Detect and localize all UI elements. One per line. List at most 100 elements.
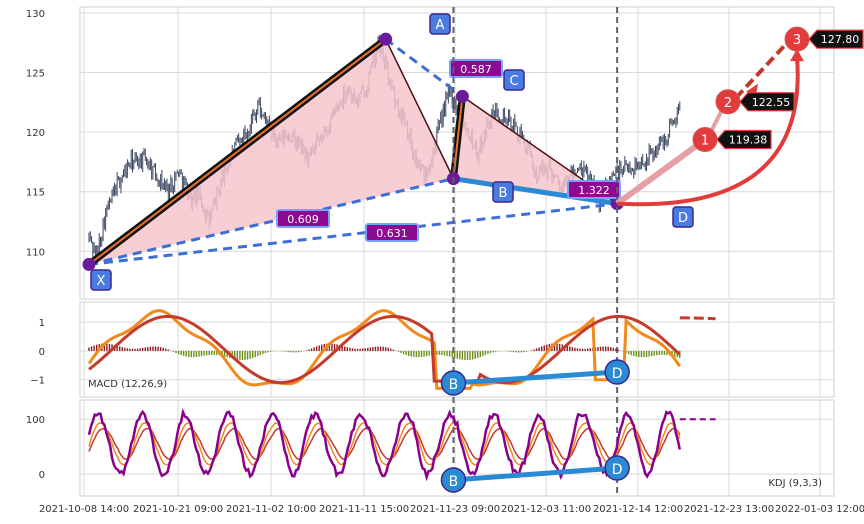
macd-hist-bar: [316, 346, 317, 351]
macd-hist-bar: [631, 351, 632, 355]
macd-hist-bar: [457, 351, 458, 359]
macd-hist-bar: [372, 347, 373, 351]
ratio-label: 0.587: [460, 63, 492, 76]
ratio-label: 0.631: [376, 227, 408, 240]
macd-hist-bar: [318, 345, 319, 351]
macd-hist-bar: [485, 351, 486, 355]
macd-hist-bar: [354, 349, 355, 351]
macd-hist-bar: [139, 348, 140, 351]
target-number: 2: [724, 96, 732, 111]
macd-hist-bar: [347, 347, 348, 351]
macd-hist-bar: [628, 351, 629, 354]
macd-hist-bar: [380, 347, 381, 351]
macd-hist-bar: [482, 351, 483, 356]
divergence-marker-label: D: [612, 366, 623, 382]
macd-hist-bar: [492, 351, 493, 352]
macd-hist-bar: [390, 349, 391, 351]
macd-hist-bar: [311, 348, 312, 350]
macd-hist-bar: [416, 351, 417, 357]
macd-hist-bar: [531, 350, 532, 351]
macd-hist-bar: [446, 351, 447, 356]
point-x-dot: [83, 258, 96, 271]
macd-hist-bar: [469, 351, 470, 360]
macd-hist-bar: [313, 347, 314, 351]
macd-hist-bar: [365, 348, 366, 351]
macd-hist-bar: [641, 351, 642, 357]
x-tick-label: 2021-10-08 14:00: [39, 504, 129, 515]
macd-hist-bar: [444, 351, 445, 355]
macd-hist-bar: [119, 346, 120, 351]
point-marker-label: X: [97, 274, 106, 289]
macd-hist-bar: [257, 351, 258, 356]
macd-hist-bar: [574, 348, 575, 351]
macd-hist-bar: [122, 347, 123, 351]
macd-hist-bar: [472, 351, 473, 360]
macd-hist-bar: [421, 351, 422, 357]
macd-hist-bar: [393, 350, 394, 351]
macd-hist-bar: [582, 349, 583, 351]
macd-hist-bar: [252, 351, 253, 358]
ratio-label: 0.609: [287, 213, 319, 226]
macd-hist-bar: [160, 347, 161, 351]
macd-hist-bar: [265, 351, 266, 353]
price-ytick-label: 125: [26, 69, 45, 80]
macd-ytick-label: −1: [30, 376, 45, 387]
macd-label: MACD (12,26,9): [88, 379, 167, 390]
price-ytick-label: 130: [26, 9, 45, 20]
macd-hist-bar: [587, 349, 588, 351]
kdj-ytick-label: 0: [39, 470, 45, 481]
point-marker-label: A: [436, 18, 445, 33]
macd-hist-bar: [428, 351, 429, 356]
target-number: 3: [793, 33, 801, 48]
point-c-dot: [456, 90, 469, 103]
macd-hist-bar: [165, 349, 166, 351]
macd-hist-bar: [615, 349, 616, 351]
macd-hist-bar: [584, 349, 585, 351]
macd-hist-bar: [178, 351, 179, 354]
macd-hist-bar: [124, 348, 125, 351]
macd-hist-bar: [331, 344, 332, 351]
price-ytick-label: 120: [26, 128, 45, 139]
macd-hist-bar: [518, 351, 519, 352]
macd-hist-bar: [577, 348, 578, 351]
macd-hist-bar: [510, 351, 511, 352]
macd-hist-bar: [352, 348, 353, 351]
macd-hist-bar: [91, 346, 92, 351]
macd-hist-bar: [88, 347, 89, 350]
ratio-box: 0.609: [277, 210, 329, 227]
x-tick-label: 2021-12-14 12:00: [593, 504, 683, 515]
macd-hist-bar: [344, 346, 345, 351]
divergence-marker: B: [441, 371, 465, 395]
macd-hist-bar: [648, 351, 649, 357]
macd-hist-bar: [633, 351, 634, 356]
macd-hist-bar: [293, 351, 294, 352]
x-tick-label: 2021-12-03 11:00: [501, 504, 591, 515]
macd-hist-bar: [237, 351, 238, 360]
macd-hist-bar: [487, 351, 488, 354]
macd-hist-bar: [602, 347, 603, 351]
macd-hist-bar: [459, 351, 460, 359]
macd-hist-bar: [367, 348, 368, 351]
macd-hist-bar: [618, 350, 619, 351]
macd-hist-bar: [288, 351, 289, 352]
macd-hist-bar: [610, 347, 611, 351]
macd-hist-bar: [206, 351, 207, 355]
x-tick-label: 2022-01-03 12:00: [775, 504, 864, 515]
x-tick-label: 2021-10-21 09:00: [133, 504, 223, 515]
macd-hist-bar: [147, 347, 148, 351]
macd-hist-bar: [521, 351, 522, 352]
ratio-box: 0.631: [366, 224, 418, 241]
divergence-marker-label: B: [449, 377, 459, 393]
macd-hist-bar: [398, 351, 399, 352]
macd-hist-bar: [359, 349, 360, 351]
macd-hist-bar: [209, 351, 210, 355]
macd-hist-bar: [357, 349, 358, 351]
macd-hist-bar: [198, 351, 199, 357]
price-ytick-label: 110: [26, 247, 45, 258]
macd-hist-bar: [403, 351, 404, 354]
macd-hist-bar: [283, 351, 284, 352]
divergence-marker-label: B: [449, 474, 459, 490]
